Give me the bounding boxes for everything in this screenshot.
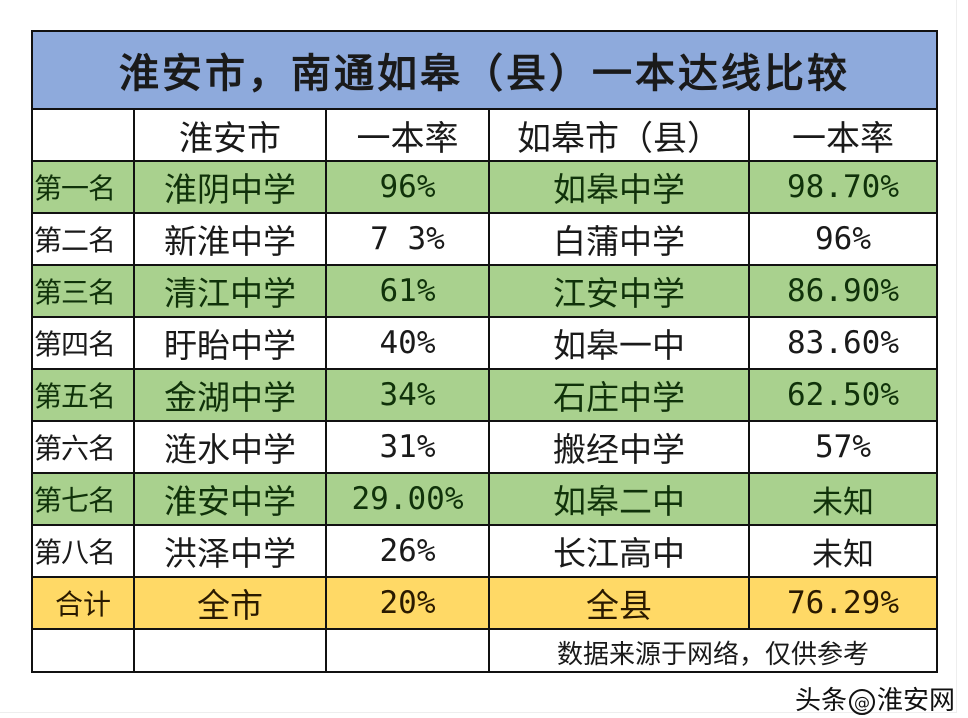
- right-rate-cell: 57%: [747, 420, 939, 474]
- empty-cell: [31, 628, 135, 673]
- header-row: 淮安市 一本率 如皋市（县） 一本率: [31, 108, 939, 162]
- total-label: 合计: [31, 576, 135, 630]
- rank-cell: 第三名: [31, 264, 135, 318]
- left-school-cell: 盱眙中学: [133, 316, 327, 370]
- total-right-scope: 全县: [488, 576, 750, 630]
- comparison-table: 淮安市，南通如皋（县）一本达线比较 淮安市 一本率 如皋市（县） 一本率 第一名…: [30, 30, 939, 673]
- rank-cell: 第四名: [31, 316, 135, 370]
- left-rate-cell: 96%: [325, 160, 490, 214]
- right-rate-cell: 未知: [747, 524, 939, 578]
- table-row: 第八名 洪泽中学 26% 长江高中 未知: [31, 524, 939, 578]
- right-rate-cell: 96%: [747, 212, 939, 266]
- rank-cell: 第二名: [31, 212, 135, 266]
- left-rate-cell: 26%: [325, 524, 490, 578]
- left-rate-cell: 31%: [325, 420, 490, 474]
- left-school-cell: 金湖中学: [133, 368, 327, 422]
- header-left-rate: 一本率: [325, 108, 490, 162]
- left-school-cell: 新淮中学: [133, 212, 327, 266]
- total-right-rate: 76.29%: [747, 576, 939, 630]
- left-school-cell: 清江中学: [133, 264, 327, 318]
- header-rank: [31, 108, 135, 162]
- watermark-prefix: 头条: [795, 686, 848, 716]
- left-school-cell: 淮阴中学: [133, 160, 327, 214]
- watermark: 头条 @ 淮安网: [795, 680, 955, 717]
- footnote-row: 数据来源于网络，仅供参考: [31, 628, 939, 673]
- left-rate-cell: 40%: [325, 316, 490, 370]
- right-school-cell: 如皋中学: [488, 160, 750, 214]
- left-school-cell: 涟水中学: [133, 420, 327, 474]
- empty-cell: [325, 628, 490, 673]
- right-rate-cell: 86.90%: [747, 264, 939, 318]
- left-school-cell: 洪泽中学: [133, 524, 327, 578]
- left-rate-cell: 7 3%: [325, 212, 490, 266]
- rank-cell: 第七名: [31, 472, 135, 526]
- total-left-scope: 全市: [133, 576, 327, 630]
- right-school-cell: 江安中学: [488, 264, 750, 318]
- table-row: 第七名 淮安中学 29.00% 如皋二中 未知: [31, 472, 939, 526]
- watermark-name: 淮安网: [877, 686, 956, 716]
- right-school-cell: 如皋二中: [488, 472, 750, 526]
- table-row: 第四名 盱眙中学 40% 如皋一中 83.60%: [31, 316, 939, 370]
- right-rate-cell: 未知: [747, 472, 939, 526]
- header-right-school: 如皋市（县）: [488, 108, 750, 162]
- title-row: 淮安市，南通如皋（县）一本达线比较: [30, 30, 939, 110]
- right-rate-cell: 62.50%: [747, 368, 939, 422]
- right-rate-cell: 83.60%: [747, 316, 939, 370]
- header-right-rate: 一本率: [747, 108, 939, 162]
- right-school-cell: 如皋一中: [488, 316, 750, 370]
- total-row: 合计 全市 20% 全县 76.29%: [31, 576, 939, 630]
- table-row: 第五名 金湖中学 34% 石庄中学 62.50%: [31, 368, 939, 422]
- empty-cell: [133, 628, 327, 673]
- left-rate-cell: 34%: [325, 368, 490, 422]
- left-school-cell: 淮安中学: [133, 472, 327, 526]
- rank-cell: 第六名: [31, 420, 135, 474]
- rank-cell: 第一名: [31, 160, 135, 214]
- right-school-cell: 石庄中学: [488, 368, 750, 422]
- total-left-rate: 20%: [325, 576, 490, 630]
- right-school-cell: 白蒲中学: [488, 212, 750, 266]
- left-rate-cell: 61%: [325, 264, 490, 318]
- rank-cell: 第八名: [31, 524, 135, 578]
- right-rate-cell: 98.70%: [747, 160, 939, 214]
- table-row: 第一名 淮阴中学 96% 如皋中学 98.70%: [31, 160, 939, 214]
- table-row: 第三名 清江中学 61% 江安中学 86.90%: [31, 264, 939, 318]
- table-row: 第六名 涟水中学 31% 搬经中学 57%: [31, 420, 939, 474]
- table-row: 第二名 新淮中学 7 3% 白蒲中学 96%: [31, 212, 939, 266]
- left-rate-cell: 29.00%: [325, 472, 490, 526]
- at-icon: @: [849, 688, 876, 715]
- table-title: 淮安市，南通如皋（县）一本达线比较: [30, 30, 939, 110]
- rank-cell: 第五名: [31, 368, 135, 422]
- source-footnote: 数据来源于网络，仅供参考: [487, 628, 939, 673]
- header-left-school: 淮安市: [133, 108, 327, 162]
- right-school-cell: 搬经中学: [488, 420, 750, 474]
- right-school-cell: 长江高中: [488, 524, 750, 578]
